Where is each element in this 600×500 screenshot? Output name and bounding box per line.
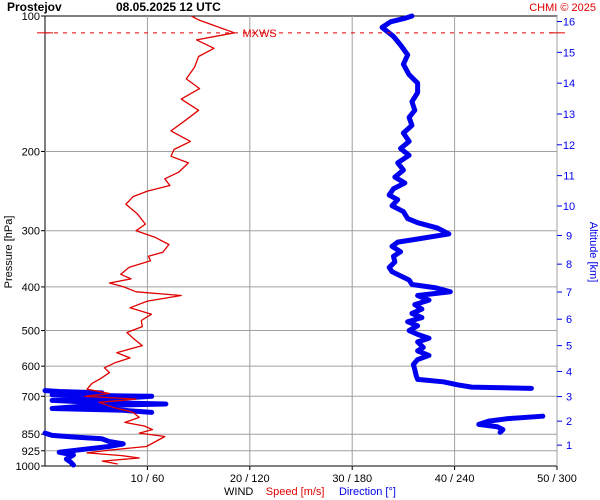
altitude-tick-label: 12 xyxy=(563,140,575,152)
altitude-tick-label: 8 xyxy=(566,259,572,271)
y-axis-right-label: Altitude [km] xyxy=(587,222,599,283)
plot-background xyxy=(44,15,558,467)
mxws-label: MXWS xyxy=(242,28,276,40)
label-layer: Prostejov 08.05.2025 12 UTC CHMI © 2025 … xyxy=(3,0,599,499)
altitude-tick-label: 5 xyxy=(566,341,572,353)
pressure-tick-label: 600 xyxy=(22,361,40,373)
direction-series-line xyxy=(476,413,546,435)
pressure-tick-label: 400 xyxy=(22,282,40,294)
speed-series-line xyxy=(84,15,236,465)
pressure-tick-label: 850 xyxy=(22,429,40,441)
title-time: 08.05.2025 12 UTC xyxy=(116,0,221,14)
altitude-tick-label: 6 xyxy=(566,314,572,326)
series-layer xyxy=(37,13,565,468)
x-tick-label: 40 / 240 xyxy=(435,473,475,485)
pressure-tick-label: 700 xyxy=(22,391,40,403)
x-tick-label: 30 / 180 xyxy=(332,473,372,485)
x-axis-label: WIND Speed [m/s] Direction [°] xyxy=(224,482,396,499)
plot-area xyxy=(44,15,558,467)
altitude-tick-label: 13 xyxy=(563,109,575,121)
title-station: Prostejov xyxy=(7,0,62,14)
pressure-tick-label: 925 xyxy=(22,446,40,458)
altitude-tick-label: 7 xyxy=(566,287,572,299)
altitude-tick-label: 16 xyxy=(563,17,575,29)
altitude-tick-label: 11 xyxy=(563,171,574,183)
pressure-tick-label: 300 xyxy=(22,226,40,238)
pressure-tick-label: 1000 xyxy=(16,461,40,473)
altitude-tick-label: 4 xyxy=(566,366,572,378)
pressure-tick-label: 200 xyxy=(22,146,40,158)
x-tick-label: 50 / 300 xyxy=(537,473,577,485)
altitude-tick-label: 9 xyxy=(566,230,572,242)
direction-series-line xyxy=(42,430,126,468)
grid xyxy=(45,16,558,466)
altitude-tick-label: 2 xyxy=(566,416,572,428)
credit: CHMI © 2025 xyxy=(529,2,596,14)
pressure-tick-label: 500 xyxy=(22,326,40,338)
x-tick-label: 10 / 60 xyxy=(131,473,165,485)
direction-series-line xyxy=(42,388,169,415)
altitude-tick-label: 10 xyxy=(563,201,575,213)
x-axis-label-prefix: WIND xyxy=(224,486,253,498)
x-axis-label-speed: Speed [m/s] xyxy=(266,486,325,498)
axis-ticks xyxy=(41,15,562,470)
pressure-tick-label: 100 xyxy=(22,11,40,23)
altitude-tick-label: 1 xyxy=(566,440,572,452)
altitude-tick-label: 15 xyxy=(563,47,575,59)
x-axis-label-direction: Direction [°] xyxy=(339,486,396,498)
altitude-tick-label: 3 xyxy=(566,392,572,404)
y-axis-left-label: Pressure [hPa] xyxy=(3,216,15,289)
x-tick-label: 20 / 120 xyxy=(230,473,270,485)
altitude-tick-label: 14 xyxy=(563,78,575,90)
direction-series-line xyxy=(379,13,534,391)
